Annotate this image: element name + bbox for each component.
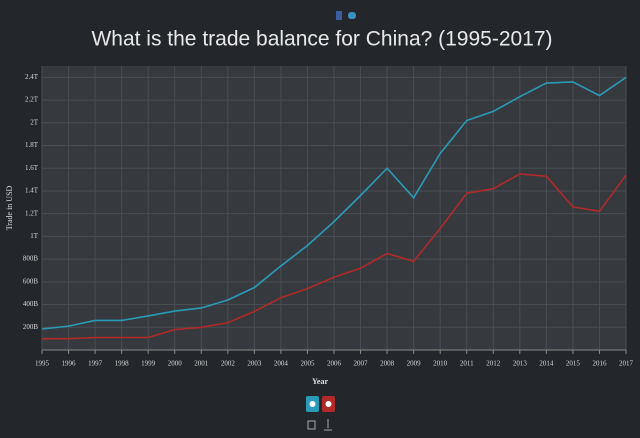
- y-tick-label: 800B: [23, 255, 39, 263]
- y-tick-label: 400B: [23, 300, 39, 308]
- controls[interactable]: [307, 419, 332, 431]
- x-tick-label: 2010: [433, 360, 448, 368]
- x-tick-label: 1999: [141, 360, 156, 368]
- x-tick-label: 2000: [168, 360, 183, 368]
- x-tick-label: 1997: [88, 360, 103, 368]
- x-tick-label: 2012: [486, 360, 501, 368]
- y-tick-label: 1T: [30, 232, 39, 240]
- x-tick-label: 2016: [592, 360, 607, 368]
- series-line: [42, 173, 627, 340]
- y-tick-label: 200B: [23, 323, 39, 331]
- x-tick-label: 2007: [354, 360, 369, 368]
- legend-icon: [325, 401, 332, 407]
- x-tick-label: 2013: [513, 360, 528, 368]
- y-tick-label: 2.2T: [25, 96, 39, 104]
- y-tick-label: 2.4T: [25, 73, 39, 81]
- x-tick-label: 2004: [274, 360, 289, 368]
- facebook-icon[interactable]: [336, 11, 342, 20]
- y-axis-label: Trade in USD: [5, 185, 14, 230]
- x-tick-label: 1998: [115, 360, 130, 368]
- x-tick-label: 1995: [35, 360, 50, 368]
- x-tick-label: 2006: [327, 360, 342, 368]
- x-tick-label: 2002: [221, 360, 236, 368]
- x-tick-label: 2015: [566, 360, 581, 368]
- x-tick-label: 2009: [407, 360, 422, 368]
- x-tick-label: 2017: [619, 360, 634, 368]
- share-icons[interactable]: [336, 11, 356, 20]
- x-tick-label: 2011: [460, 360, 474, 368]
- y-tick-label: 600B: [23, 277, 39, 285]
- y-tick-label: 1.8T: [25, 141, 39, 149]
- x-tick-label: 1996: [62, 360, 77, 368]
- series-line: [41, 76, 627, 330]
- x-tick-label: 2014: [539, 360, 554, 368]
- y-tick-label: 2T: [30, 118, 39, 126]
- chart-title: What is the trade balance for China? (19…: [91, 28, 552, 51]
- y-tick-label: 1.4T: [25, 187, 39, 195]
- x-tick-label: 2001: [194, 360, 209, 368]
- x-tick-label: 2005: [300, 360, 315, 368]
- y-tick-label: 1.6T: [25, 164, 39, 172]
- x-tick-label: 2008: [380, 360, 395, 368]
- x-axis-label: Year: [312, 377, 328, 386]
- y-tick-label: 1.2T: [25, 209, 39, 217]
- twitter-icon[interactable]: [348, 12, 356, 19]
- x-tick-label: 2003: [247, 360, 262, 368]
- share-button[interactable]: [307, 420, 316, 430]
- legend: [306, 396, 335, 412]
- legend-icon: [309, 401, 316, 407]
